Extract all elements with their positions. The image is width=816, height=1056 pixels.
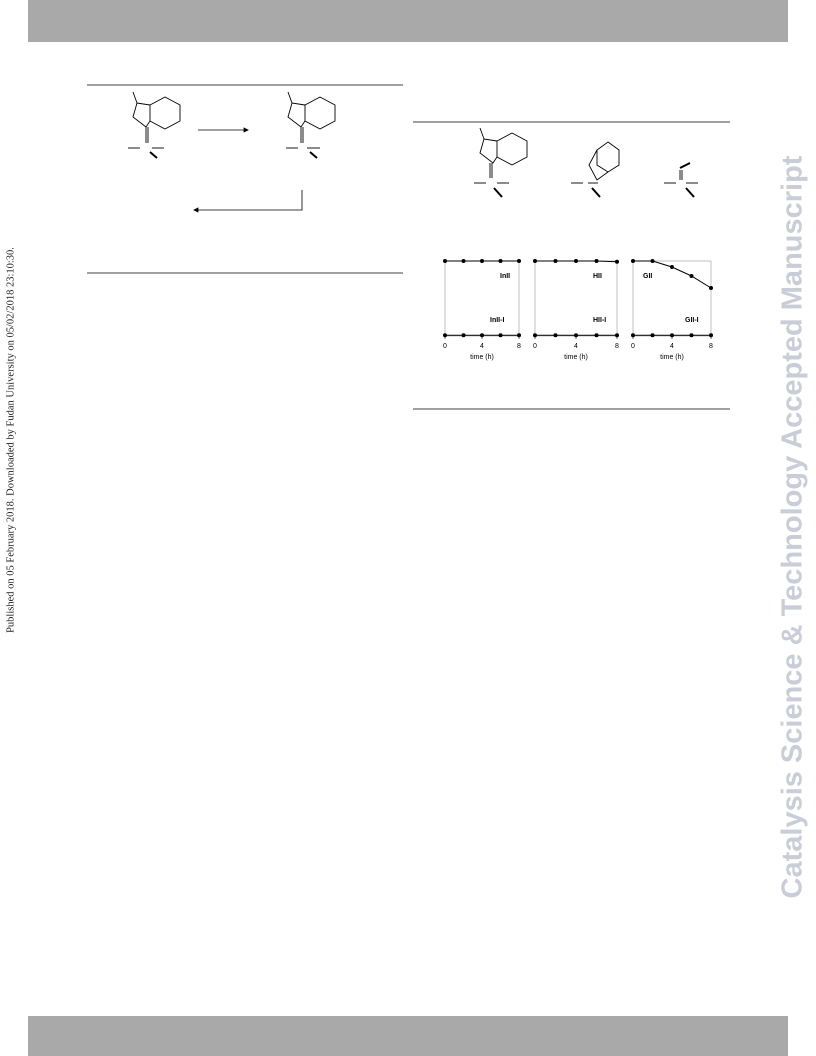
x-axis-label: time (h) bbox=[660, 354, 684, 361]
data-point bbox=[498, 333, 503, 338]
data-point bbox=[689, 333, 694, 338]
data-point bbox=[517, 333, 521, 338]
series-label: HII-I bbox=[593, 317, 606, 324]
x-tick-label: 8 bbox=[615, 343, 619, 350]
x-tick-label: 4 bbox=[670, 343, 674, 350]
plot-frame bbox=[534, 260, 618, 337]
x-tick-label: 4 bbox=[574, 343, 578, 350]
data-point bbox=[461, 333, 466, 338]
x-tick-label: 8 bbox=[517, 343, 521, 350]
x-tick-label: 8 bbox=[709, 343, 713, 350]
x-tick-label: 0 bbox=[443, 343, 447, 350]
data-point bbox=[553, 333, 558, 338]
x-axis-label: time (h) bbox=[470, 354, 494, 361]
series-label: HII bbox=[593, 273, 602, 280]
x-tick-label: 0 bbox=[631, 343, 635, 350]
data-point bbox=[615, 259, 619, 264]
structure bbox=[128, 91, 181, 159]
data-point bbox=[631, 333, 635, 338]
data-point bbox=[533, 259, 537, 263]
x-tick-label: 0 bbox=[533, 343, 537, 350]
data-point bbox=[650, 333, 655, 338]
footer-bar bbox=[28, 1016, 788, 1056]
data-point bbox=[709, 333, 713, 338]
data-point bbox=[615, 333, 619, 338]
data-point bbox=[670, 333, 674, 338]
data-point bbox=[631, 259, 635, 263]
x-tick-label: 4 bbox=[480, 343, 484, 350]
data-point bbox=[709, 286, 713, 290]
data-point bbox=[480, 333, 484, 338]
data-point bbox=[594, 259, 599, 263]
data-point bbox=[517, 259, 521, 263]
header-bar bbox=[28, 0, 788, 42]
data-point bbox=[498, 259, 503, 263]
arrow bbox=[193, 127, 303, 213]
structure bbox=[286, 91, 336, 159]
data-point bbox=[553, 259, 558, 263]
data-point bbox=[594, 333, 599, 338]
data-point bbox=[461, 259, 466, 263]
data-point bbox=[650, 259, 655, 263]
data-point bbox=[670, 265, 674, 269]
data-point bbox=[533, 333, 537, 338]
data-point bbox=[443, 333, 447, 338]
structure bbox=[474, 127, 528, 198]
series-label: GII-I bbox=[685, 317, 699, 324]
data-point bbox=[689, 274, 694, 278]
series-label: InII-I bbox=[490, 317, 504, 324]
data-point bbox=[574, 259, 578, 263]
series-label: InII bbox=[500, 273, 510, 280]
data-point bbox=[443, 259, 447, 263]
structure bbox=[571, 141, 620, 198]
series-label: GII bbox=[643, 273, 652, 280]
x-axis-label: time (h) bbox=[564, 354, 588, 361]
data-point bbox=[480, 259, 484, 263]
data-point bbox=[574, 333, 578, 338]
structure bbox=[664, 162, 698, 198]
